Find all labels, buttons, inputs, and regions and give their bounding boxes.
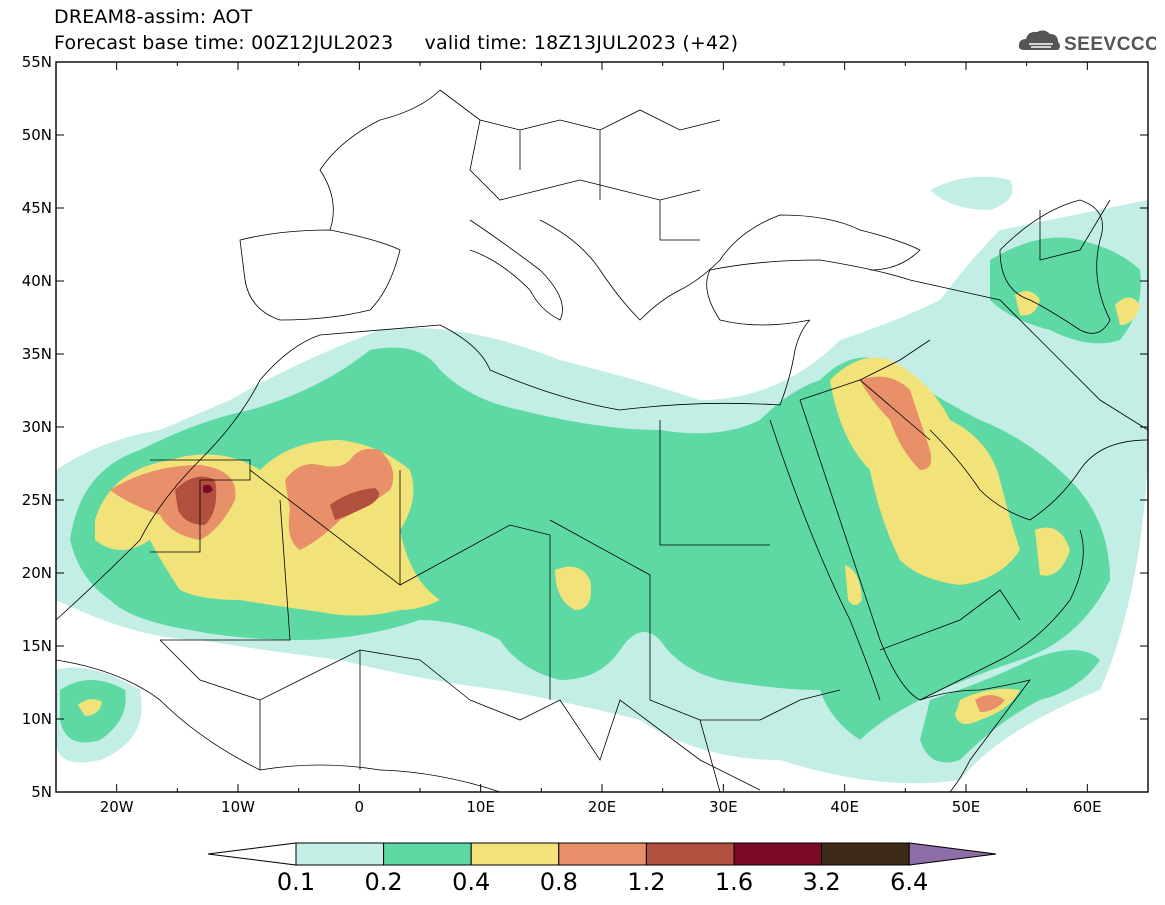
lon-tick-labels: 20W 10W 0 10E 20E 30E 40E 50E 60E — [100, 798, 1102, 816]
coastline-arabia-south — [919, 529, 1084, 701]
aot-field-1.2-algeria — [330, 488, 379, 520]
lat-tick-label: 50N — [22, 126, 52, 144]
colorbar-cell — [645, 842, 735, 866]
colorbar-label: 3.2 — [802, 868, 841, 896]
colorbar-label: 0.1 — [276, 868, 316, 896]
lon-tick-label: 10E — [466, 798, 495, 816]
coastline-caspian — [999, 199, 1111, 334]
lat-tick-label: 25N — [22, 491, 52, 509]
aot-field-0.4-east-sahara — [555, 566, 591, 610]
border-iran — [909, 279, 1148, 431]
colorbar-cell — [295, 842, 385, 866]
coastlines-and-borders — [56, 89, 1148, 792]
lat-tick-label: 35N — [22, 345, 52, 363]
colorbar-label: 0.2 — [364, 868, 403, 896]
colorbar-arrow-high — [908, 842, 997, 866]
cloud-icon — [1018, 30, 1060, 50]
lat-tick-label: 55N — [22, 53, 52, 71]
lat-tick-label: 40N — [22, 272, 52, 290]
coastline-black-sea — [719, 214, 921, 271]
coastline-italy — [469, 219, 563, 321]
coastline-france-uk — [319, 89, 441, 231]
lon-tick-label: 20W — [100, 798, 134, 816]
aot-field-0.8-somalia — [975, 695, 1005, 712]
colorbar-label: 1.6 — [714, 868, 754, 896]
coastline-north-africa — [439, 324, 781, 411]
logo-text: SEEVCCC — [1064, 34, 1156, 55]
lon-tick-label: 10W — [221, 798, 255, 816]
colorbar-label: 6.4 — [890, 868, 929, 896]
border-west-africa-inland — [159, 639, 471, 770]
coastline-iberia — [239, 229, 401, 321]
colorbar-cell — [470, 842, 560, 866]
lon-tick-label: 30E — [709, 798, 738, 816]
lat-tick-label: 10N — [22, 710, 52, 728]
lat-tick-label: 20N — [22, 564, 52, 582]
lon-tick-label: 60E — [1073, 798, 1102, 816]
coastline-levant — [779, 319, 811, 406]
aot-field-1.6-peak — [203, 484, 213, 494]
coastline-persian-gulf — [929, 429, 1148, 521]
lon-tick-label: 50E — [952, 798, 981, 816]
border-central-africa — [469, 699, 761, 792]
coastline-red-sea-west — [769, 419, 881, 701]
lat-tick-labels: 55N 50N 45N 40N 35N 30N 25N 20N 15N 10N 5N — [22, 53, 52, 801]
aot-field-0.4-red-sea — [845, 565, 862, 605]
aot-field-0.4-guinea — [78, 699, 102, 716]
border-chad-sudan — [399, 519, 651, 700]
coastline-northwest-africa — [56, 324, 441, 621]
border-saudi-yemen — [879, 589, 1021, 651]
colorbar-cell — [733, 842, 823, 866]
border-mali-niger — [160, 499, 291, 641]
aot-field-0.8-iraq — [860, 376, 932, 470]
colorbar-cells — [207, 842, 997, 866]
coastline-anatolia — [706, 259, 911, 326]
tick-marks — [55, 61, 1149, 793]
aot-field-0.4-arabia — [830, 357, 1020, 585]
border-libya-egypt — [659, 420, 770, 546]
aot-field-0.4-oman — [1035, 527, 1070, 576]
aot-fields — [56, 176, 1148, 784]
colorbar-label: 1.2 — [627, 868, 666, 896]
lat-tick-label: 30N — [22, 418, 52, 436]
aot-field-0.4-caspian — [1015, 291, 1040, 316]
border-mauritania-north — [150, 459, 251, 553]
aot-field-0.4-iran — [1115, 297, 1140, 325]
lon-tick-label: 0 — [355, 798, 365, 816]
aot-field-0.2-caspian — [990, 237, 1141, 344]
lat-tick-label: 45N — [22, 199, 52, 217]
border-europe-interior — [439, 89, 721, 241]
border-kazakhstan — [1039, 199, 1111, 261]
colorbar-label: 0.8 — [539, 868, 578, 896]
coastline-horn-of-africa — [919, 679, 1031, 792]
lon-tick-label: 20E — [588, 798, 617, 816]
chart-title: DREAM8-assim: AOT — [54, 6, 253, 28]
border-saudi-iraq — [799, 339, 931, 441]
colorbar-cell — [821, 842, 910, 866]
colorbar-cell — [558, 842, 647, 866]
lat-tick-label: 15N — [22, 637, 52, 655]
seevccc-logo: SEEVCCC — [1018, 30, 1156, 55]
lon-tick-label: 40E — [830, 798, 859, 816]
coastline-red-sea-east — [799, 399, 921, 701]
colorbar-arrow-low — [207, 842, 297, 866]
colorbar-cell — [383, 842, 472, 866]
lat-tick-label: 5N — [31, 783, 52, 801]
colorbar-label: 0.4 — [452, 868, 491, 896]
aot-field-0.1-caspian — [930, 176, 1013, 210]
coastline-balkans — [539, 219, 721, 321]
forecast-times: Forecast base time: 00Z12JUL2023 valid t… — [54, 32, 739, 54]
